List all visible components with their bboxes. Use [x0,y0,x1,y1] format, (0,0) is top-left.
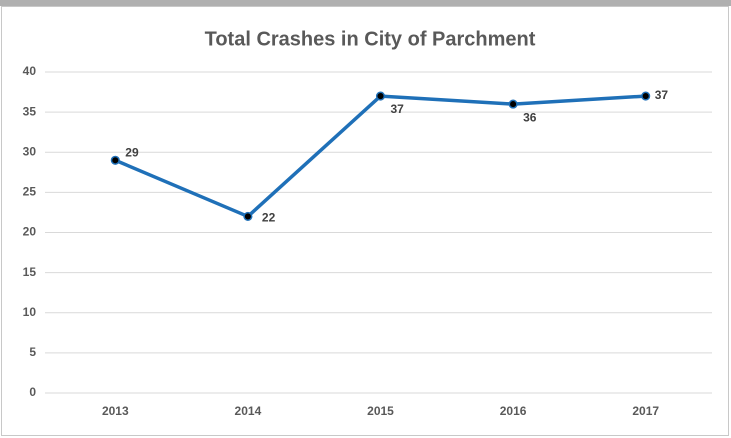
data-point [641,91,651,101]
x-tick-label: 2017 [632,404,659,418]
y-tick-label: 25 [23,185,37,199]
data-label: 37 [655,88,669,102]
data-point [508,99,518,109]
data-label: 29 [125,145,139,159]
data-label: 36 [523,110,537,124]
y-tick-label: 30 [23,144,37,158]
data-point [110,155,120,165]
y-tick-label: 35 [23,104,37,118]
x-tick-label: 2016 [500,404,527,418]
x-tick-label: 2015 [367,404,394,418]
y-tick-label: 15 [23,265,37,279]
y-tick-label: 5 [29,345,36,359]
top-shadow [0,0,731,6]
chart-frame [1,6,729,436]
data-point [375,91,386,101]
x-tick-label: 2013 [102,404,129,418]
y-tick-label: 40 [23,64,37,78]
data-point [243,211,253,221]
y-tick-label: 0 [29,385,36,399]
y-tick-label: 20 [23,225,37,239]
chart-title: Total Crashes in City of Parchment [205,28,536,50]
y-tick-label: 10 [23,305,37,319]
x-tick-label: 2014 [235,404,262,418]
data-label: 22 [262,211,276,225]
data-label: 37 [391,102,405,116]
